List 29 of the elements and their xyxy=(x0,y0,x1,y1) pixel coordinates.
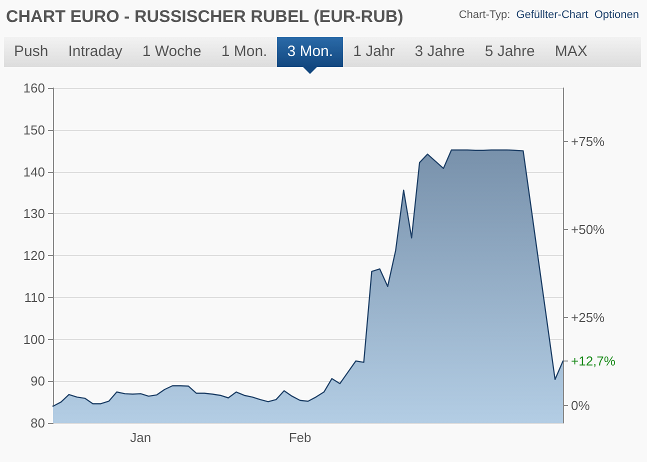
y-tick-label: 90 xyxy=(30,374,45,389)
y-tick-label: 110 xyxy=(24,290,45,305)
y2-tick-label: +50% xyxy=(571,222,606,238)
chart-title: CHART EURO - RUSSISCHER RUBEL (EUR-RUB) xyxy=(6,7,404,27)
text: +12,7% xyxy=(571,354,616,369)
text: 1 Woche xyxy=(141,42,202,62)
y-tick-label: 150 xyxy=(23,122,45,138)
x-tick-label: Feb xyxy=(288,430,312,445)
text: MAX xyxy=(554,42,588,62)
y-tick-label: 120 xyxy=(23,248,45,263)
text: Push xyxy=(13,42,50,62)
y2-tick-label: +75% xyxy=(571,134,606,150)
text: Optionen xyxy=(594,9,639,21)
y-tick-label: 140 xyxy=(23,164,45,180)
text: 3 Mon. xyxy=(277,37,344,67)
x-tick-label: Jan xyxy=(130,430,152,445)
text: 3 Jahre xyxy=(414,42,466,62)
text: Gefüllter-Chart xyxy=(516,9,588,21)
text: 1 Mon. xyxy=(220,42,268,62)
text: Chart-Typ: xyxy=(458,9,510,21)
y-tick-label: 100 xyxy=(23,332,45,347)
text: Intraday xyxy=(67,42,124,62)
y-tick-label: 160 xyxy=(23,80,45,96)
text: 1 Jahr xyxy=(352,42,396,62)
y2-tick-label: +25% xyxy=(571,310,606,326)
y2-tick-label: 0% xyxy=(571,398,590,414)
y-tick-label: 130 xyxy=(23,206,45,222)
text: 5 Jahre xyxy=(484,42,536,62)
y-tick-label: 80 xyxy=(30,416,45,430)
